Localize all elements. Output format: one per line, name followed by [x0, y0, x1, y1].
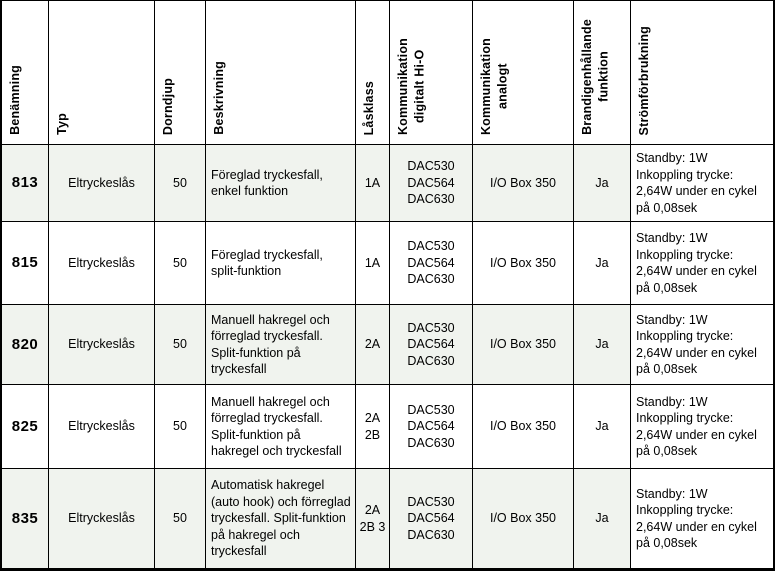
cell-beskrivning: Manuell hakregel och förreglad tryckesfa… [206, 385, 356, 469]
col-header-typ-label: Typ [55, 113, 69, 135]
cell-stromforbrukning: Standby: 1W Inkoppling trycke: 2,64W und… [631, 222, 773, 305]
cell-lasklass: 1A [356, 222, 390, 305]
cell-brandfunktion: Ja [574, 385, 631, 469]
cell-kommunikation-digitalt: DAC530 DAC564 DAC630 [390, 385, 473, 469]
cell-dorndjup: 50 [155, 305, 206, 385]
cell-typ: Eltryckeslås [49, 469, 155, 568]
col-header-kommunikation-digitalt-label: Kommunikation digitalt Hi-O [396, 37, 427, 135]
cell-kommunikation-analogt: I/O Box 350 [473, 145, 574, 222]
cell-stromforbrukning: Standby: 1W Inkoppling trycke: 2,64W und… [631, 305, 773, 385]
cell-lasklass: 2A [356, 305, 390, 385]
cell-kommunikation-digitalt: DAC530 DAC564 DAC630 [390, 469, 473, 568]
cell-stromforbrukning: Standby: 1W Inkoppling trycke: 2,64W und… [631, 145, 773, 222]
col-header-brandfunktion: Brandigenhållande funktion [574, 1, 631, 145]
col-header-lasklass: Låsklass [356, 1, 390, 145]
cell-kommunikation-digitalt: DAC530 DAC564 DAC630 [390, 305, 473, 385]
cell-beskrivning: Automatisk hakregel (auto hook) och förr… [206, 469, 356, 568]
cell-kommunikation-analogt: I/O Box 350 [473, 385, 574, 469]
cell-brandfunktion: Ja [574, 145, 631, 222]
cell-typ: Eltryckeslås [49, 145, 155, 222]
cell-brandfunktion: Ja [574, 305, 631, 385]
cell-kommunikation-digitalt: DAC530 DAC564 DAC630 [390, 222, 473, 305]
cell-typ: Eltryckeslås [49, 222, 155, 305]
cell-beskrivning: Föreglad tryckesfall, enkel funktion [206, 145, 356, 222]
cell-stromforbrukning: Standby: 1W Inkoppling trycke: 2,64W und… [631, 385, 773, 469]
col-header-dorndjup: Dorndjup [155, 1, 206, 145]
col-header-kommunikation-analogt-label: Kommunikation analogt [479, 37, 510, 135]
cell-dorndjup: 50 [155, 222, 206, 305]
cell-brandfunktion: Ja [574, 222, 631, 305]
cell-beskrivning: Manuell hakregel och förreglad tryckesfa… [206, 305, 356, 385]
col-header-benamning-label: Benämning [8, 65, 22, 135]
col-header-lasklass-label: Låsklass [362, 80, 376, 135]
col-header-stromforbrukning: Strömförbrukning [631, 1, 773, 145]
cell-kommunikation-digitalt: DAC530 DAC564 DAC630 [390, 145, 473, 222]
cell-kommunikation-analogt: I/O Box 350 [473, 469, 574, 568]
cell-benamning: 813 [2, 145, 49, 222]
cell-stromforbrukning: Standby: 1W Inkoppling trycke: 2,64W und… [636, 486, 757, 551]
cell-typ: Eltryckeslås [49, 385, 155, 469]
cell-kommunikation-analogt: I/O Box 350 [473, 222, 574, 305]
cell-benamning: 825 [2, 385, 49, 469]
col-header-kommunikation-analogt: Kommunikation analogt [473, 1, 574, 145]
col-header-benamning: Benämning [2, 1, 49, 145]
col-header-dorndjup-label: Dorndjup [161, 77, 175, 135]
cell-kommunikation-analogt: I/O Box 350 [473, 305, 574, 385]
cell-dorndjup: 50 [155, 145, 206, 222]
col-header-stromforbrukning-label: Strömförbrukning [637, 25, 651, 135]
cell-beskrivning: Föreglad tryckesfall, split-funktion [206, 222, 356, 305]
cell-brandfunktion: Ja [574, 469, 631, 568]
col-header-typ: Typ [49, 1, 155, 145]
col-header-kommunikation-digitalt: Kommunikation digitalt Hi-O [390, 1, 473, 145]
col-header-brandfunktion-label: Brandigenhållande funktion [580, 19, 611, 135]
cell-dorndjup: 50 [155, 385, 206, 469]
cell-lasklass: 1A [356, 145, 390, 222]
cell-lasklass: 2A 2B [356, 385, 390, 469]
cell-typ: Eltryckeslås [49, 305, 155, 385]
cell-dorndjup: 50 [155, 469, 206, 568]
col-header-beskrivning-label: Beskrivning [212, 61, 226, 135]
cell-benamning: 815 [2, 222, 49, 305]
cell-benamning: 835 [2, 469, 49, 568]
cell-lasklass: 2A 2B 3 [356, 469, 390, 568]
cell-benamning: 820 [2, 305, 49, 385]
col-header-beskrivning: Beskrivning [206, 1, 356, 145]
